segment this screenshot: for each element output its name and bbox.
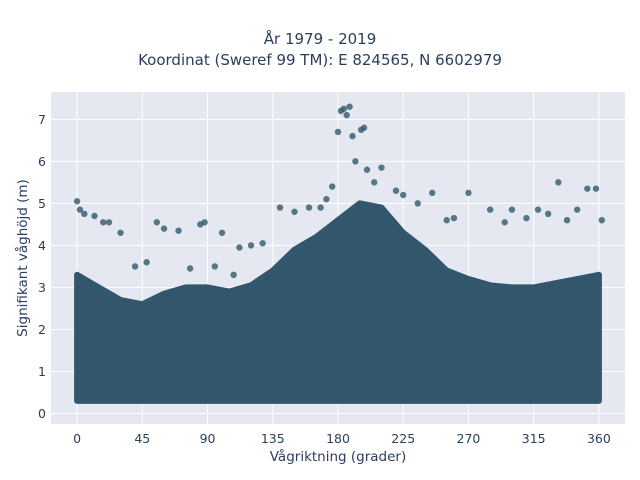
scatter-point: [544, 210, 552, 218]
scatter-point: [211, 263, 218, 270]
y-tick-label: 0: [38, 406, 46, 421]
scatter-point: [291, 208, 298, 215]
y-tick-label: 7: [38, 112, 46, 127]
x-tick-label: 225: [391, 431, 415, 446]
scatter-point: [160, 225, 168, 232]
scatter-point: [105, 219, 113, 226]
x-tick-labels: 0 45 90 135 180 225 270 315 360: [73, 431, 611, 446]
x-tick-label: 135: [261, 431, 285, 446]
scatter-point: [175, 227, 182, 234]
x-tick-label: 90: [200, 431, 216, 446]
scatter-point: [305, 204, 313, 211]
scatter-points: [73, 103, 606, 279]
scatter-point: [360, 124, 368, 131]
scatter-point: [340, 105, 347, 113]
scatter-point: [378, 164, 385, 171]
x-tick-label: 270: [457, 431, 481, 446]
scatter-point: [276, 204, 284, 211]
scatter-point: [563, 216, 571, 224]
scatter-point: [363, 166, 371, 173]
scatter-point: [91, 212, 98, 220]
scatter-point: [218, 229, 226, 236]
point-cluster-area: [74, 200, 602, 404]
scatter-point: [346, 103, 353, 110]
x-tick-label: 180: [326, 431, 350, 446]
y-tick-label: 4: [38, 238, 46, 253]
chart-subtitle: Koordinat (Sweref 99 TM): E 824565, N 66…: [138, 51, 502, 69]
scatter-point: [465, 189, 472, 197]
y-tick-label: 1: [38, 364, 46, 379]
scatter-point: [450, 214, 458, 222]
scatter-point: [99, 219, 107, 226]
scatter-point: [584, 185, 591, 192]
scatter-point: [81, 210, 88, 218]
scatter-point: [555, 179, 562, 186]
x-tick-label: 45: [134, 431, 150, 446]
y-tick-label: 6: [38, 154, 46, 169]
scatter-point: [259, 240, 266, 247]
scatter-point: [400, 191, 407, 199]
scatter-point: [186, 265, 194, 272]
y-axis-title: Signifikant våghöjd (m): [14, 179, 31, 337]
dense-point-cluster: [74, 200, 602, 404]
scatter-point: [236, 244, 243, 251]
scatter-point: [76, 206, 84, 213]
scatter-point: [429, 189, 436, 197]
scatter-point: [501, 219, 508, 226]
scatter-point: [349, 132, 356, 140]
scatter-point: [598, 216, 606, 224]
scatter-point: [201, 219, 208, 226]
scatter-point: [352, 158, 359, 165]
scatter-point: [443, 216, 450, 224]
x-tick-label: 360: [587, 431, 611, 446]
scatter-point: [523, 214, 530, 222]
scatter-point: [486, 206, 494, 213]
chart-title: År 1979 - 2019: [263, 30, 377, 48]
scatter-point: [329, 183, 336, 190]
scatter-point: [592, 185, 600, 192]
scatter-point: [392, 187, 400, 194]
x-axis-title: Vågriktning (grader): [270, 448, 407, 465]
y-tick-labels: 0 1 2 3 4 5 6 7: [38, 112, 46, 421]
scatter-point: [323, 195, 330, 203]
y-tick-label: 2: [38, 322, 46, 337]
scatter-point: [230, 271, 237, 279]
scatter-point: [573, 206, 581, 213]
scatter-point: [508, 206, 516, 213]
y-tick-label: 5: [38, 196, 46, 211]
scatter-point: [131, 263, 139, 270]
scatter-point: [414, 200, 421, 207]
scatter-point: [317, 204, 324, 211]
x-tick-label: 315: [522, 431, 546, 446]
scatter-point: [143, 259, 150, 266]
scatter-point: [247, 242, 255, 249]
scatter-point: [73, 198, 81, 205]
scatter-point: [153, 219, 161, 226]
scatter-point: [371, 179, 378, 186]
y-tick-label: 3: [38, 280, 46, 295]
scatter-point: [334, 128, 342, 136]
scatter-point: [534, 206, 542, 213]
x-tick-label: 0: [73, 431, 81, 446]
scatter-point: [343, 111, 350, 119]
scatter-point: [117, 229, 124, 236]
